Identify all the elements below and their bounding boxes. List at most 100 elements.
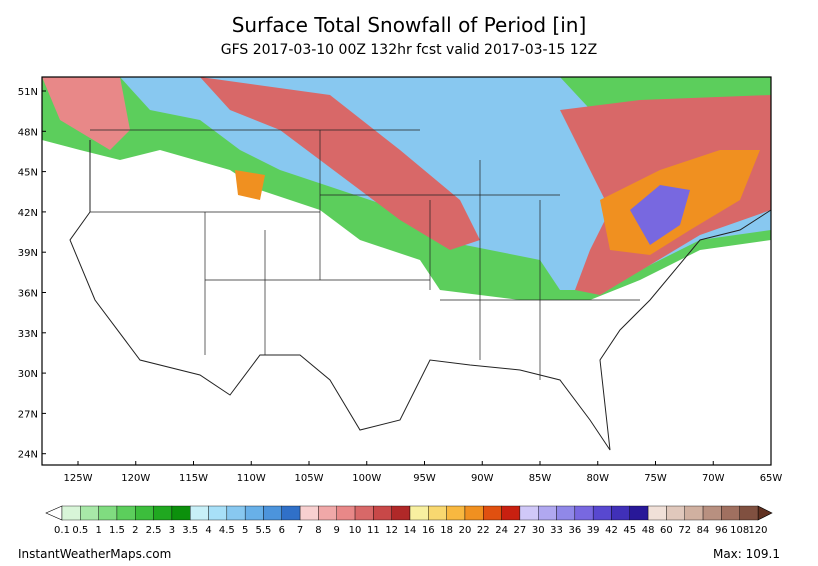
subtitle: GFS 2017-03-10 00Z 132hr fcst valid 2017… xyxy=(221,42,598,58)
lon-label: 125W xyxy=(64,473,93,484)
colorbar-box xyxy=(684,505,704,521)
colorbar-label: 2 xyxy=(132,525,138,536)
colorbar-box xyxy=(61,505,81,521)
colorbar-box xyxy=(556,505,576,521)
colorbar-label: 33 xyxy=(550,525,563,536)
colorbar-label: 36 xyxy=(568,525,581,536)
colorbar-label: 11 xyxy=(367,525,380,536)
snow-purple xyxy=(630,185,690,245)
lat-label: 27N xyxy=(18,409,38,420)
colorbar-label: 22 xyxy=(477,525,490,536)
colorbar-label: 48 xyxy=(642,525,655,536)
map-frame xyxy=(41,76,772,466)
lat-label: 24N xyxy=(18,450,38,461)
colorbar-box xyxy=(373,505,392,521)
colorbar-box xyxy=(629,505,649,521)
colorbar-label: 2.5 xyxy=(146,525,162,536)
map xyxy=(41,76,772,466)
colorbar-label: 0.1 xyxy=(54,525,70,536)
colorbar-label: 72 xyxy=(678,525,691,536)
colorbar-box xyxy=(171,505,191,521)
lat-label: 33N xyxy=(18,329,38,340)
colorbar-box xyxy=(611,505,630,521)
labels: 51N 48N 45N 42N 39N 36N 33N 30N 27N 24N 125W 120W 11… xyxy=(18,87,783,484)
colorbar-box xyxy=(244,505,264,521)
colorbar-label: 24 xyxy=(495,525,508,536)
lon-label: 120W xyxy=(121,473,150,484)
colorbar-box xyxy=(336,505,356,521)
colorbar-box xyxy=(318,505,337,521)
colorbar-box xyxy=(208,505,228,521)
colorbar-box xyxy=(116,505,136,521)
colorbar-label: 4.5 xyxy=(219,525,235,536)
colorbar-label: 18 xyxy=(440,525,453,536)
colorbar-label: 4 xyxy=(205,525,211,536)
colorbar-box xyxy=(299,505,319,521)
colorbar-label: 6 xyxy=(279,525,285,536)
max-value: Max: 109.1 xyxy=(713,547,780,561)
colorbar-box xyxy=(354,505,374,521)
colorbar-box xyxy=(483,505,502,521)
colorbar-label: 108 xyxy=(730,525,749,536)
colorbar-label: 9 xyxy=(334,525,340,536)
colorbar-label: 120 xyxy=(748,525,767,536)
colorbar-label: 5.5 xyxy=(256,525,272,536)
lon-label: 65W xyxy=(760,473,783,484)
colorbar-box xyxy=(98,505,118,521)
colorbar-box xyxy=(574,505,594,521)
colorbar-label: 0.5 xyxy=(72,525,88,536)
coastline xyxy=(69,140,772,451)
colorbar-box xyxy=(135,505,154,521)
colorbar-box xyxy=(647,505,667,521)
source: InstantWeatherMaps.com xyxy=(18,547,171,561)
colorbar-label: 3 xyxy=(169,525,175,536)
colorbar-label: 16 xyxy=(422,525,435,536)
borders xyxy=(90,129,640,380)
colorbar-label: 96 xyxy=(715,525,728,536)
snow-red-band xyxy=(200,77,480,250)
lon-label: 110W xyxy=(237,473,266,484)
colorbar-box xyxy=(263,505,282,521)
colorbar-label: 12 xyxy=(385,525,398,536)
snow-west xyxy=(42,77,130,150)
colorbar-box xyxy=(80,505,99,521)
lat-label: 48N xyxy=(18,127,38,138)
colorbar-label: 1 xyxy=(95,525,101,536)
lon-label: 90W xyxy=(471,473,494,484)
colorbar-label: 27 xyxy=(514,525,527,536)
lat-label: 36N xyxy=(18,289,38,300)
colorbar-label: 84 xyxy=(697,525,710,536)
colorbar-box xyxy=(281,505,301,521)
colorbar-box xyxy=(464,505,484,521)
colorbar-box xyxy=(538,505,557,521)
colorbar-label: 45 xyxy=(623,525,636,536)
colorbar-box xyxy=(666,505,685,521)
snow-field xyxy=(42,77,771,300)
colorbar-label: 1.5 xyxy=(109,525,125,536)
colorbar-label: 30 xyxy=(532,525,545,536)
colorbar-box xyxy=(702,505,722,521)
colorbar-label: 60 xyxy=(660,525,673,536)
title: Surface Total Snowfall of Period [in] xyxy=(232,13,587,37)
colorbar-label: 7 xyxy=(297,525,303,536)
lon-label: 70W xyxy=(702,473,725,484)
colorbar-box xyxy=(190,505,209,521)
colorbar-label: 5 xyxy=(242,525,248,536)
colorbar-box xyxy=(592,505,612,521)
colorbar-label: 3.5 xyxy=(182,525,198,536)
colorbar-label: 10 xyxy=(349,525,362,536)
lon-label: 95W xyxy=(413,473,436,484)
snow-spot xyxy=(235,170,265,200)
colorbar-box xyxy=(721,505,740,521)
lat-label: 42N xyxy=(18,208,38,219)
lat-label: 30N xyxy=(18,369,38,380)
lon-label: 100W xyxy=(352,473,381,484)
colorbar-label: 14 xyxy=(404,525,417,536)
colorbar-box xyxy=(739,505,759,521)
lat-label: 45N xyxy=(18,168,38,179)
colorbar-box xyxy=(446,505,466,521)
colorbar-label: 39 xyxy=(587,525,600,536)
lat-label: 51N xyxy=(18,87,38,98)
colorbar-box xyxy=(391,505,411,521)
